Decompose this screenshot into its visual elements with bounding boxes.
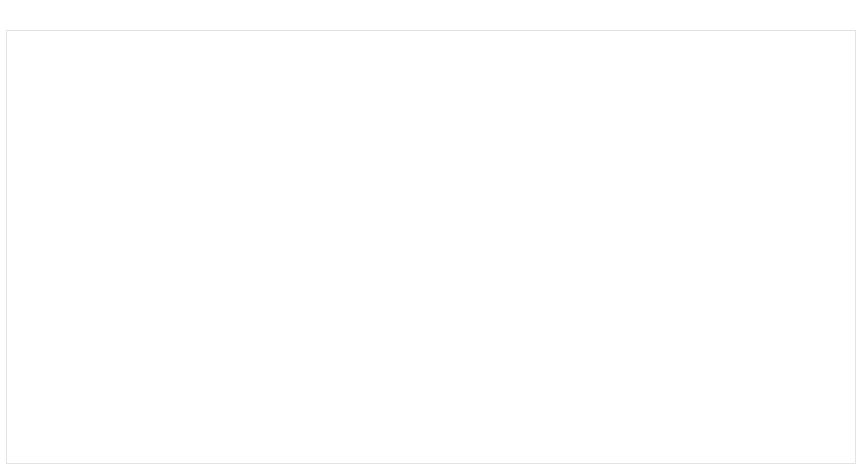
word-cloud-canvas (7, 31, 855, 463)
word-cloud (6, 30, 856, 464)
